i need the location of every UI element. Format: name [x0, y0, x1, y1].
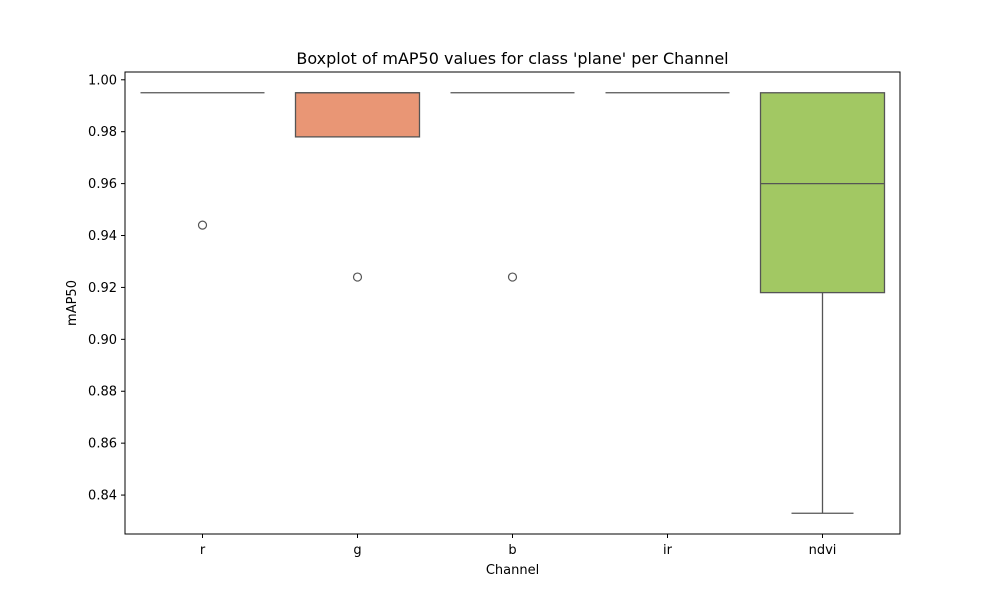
- box-group-g: [294, 92, 421, 282]
- box-group-r: [140, 92, 265, 230]
- y-tick-label: 0.96: [88, 177, 117, 192]
- box-body: [294, 92, 421, 138]
- chart-title: Boxplot of mAP50 values for class 'plane…: [296, 49, 728, 68]
- y-axis-label: mAP50: [65, 280, 80, 326]
- x-tick-label: ndvi: [809, 543, 837, 558]
- plot-area: [140, 92, 886, 514]
- outlier-point: [507, 272, 518, 282]
- x-tick-label: g: [353, 543, 361, 558]
- box-body: [759, 92, 886, 294]
- y-tick-label: 0.94: [88, 229, 117, 244]
- y-tick-label: 0.86: [88, 437, 117, 452]
- outlier-point: [197, 220, 208, 230]
- box-group-ndvi: [759, 92, 886, 514]
- outlier-point: [352, 272, 363, 282]
- y-tick-label: 0.90: [88, 333, 117, 348]
- x-tick-label: ir: [663, 543, 673, 558]
- y-axis: 0.84 0.86 0.88 0.90 0.92 0.94 0.96 0.98 1.00: [88, 73, 125, 504]
- x-tick-label: r: [200, 543, 206, 558]
- x-axis-label: Channel: [486, 563, 539, 578]
- y-tick-label: 0.92: [88, 281, 117, 296]
- y-tick-label: 0.98: [88, 125, 117, 140]
- y-tick-label: 0.84: [88, 489, 117, 504]
- y-tick-label: 1.00: [88, 73, 117, 88]
- box-group-b: [450, 92, 575, 282]
- x-tick-label: b: [508, 543, 516, 558]
- x-axis: r g b ir ndvi: [200, 534, 837, 558]
- y-tick-label: 0.88: [88, 385, 117, 400]
